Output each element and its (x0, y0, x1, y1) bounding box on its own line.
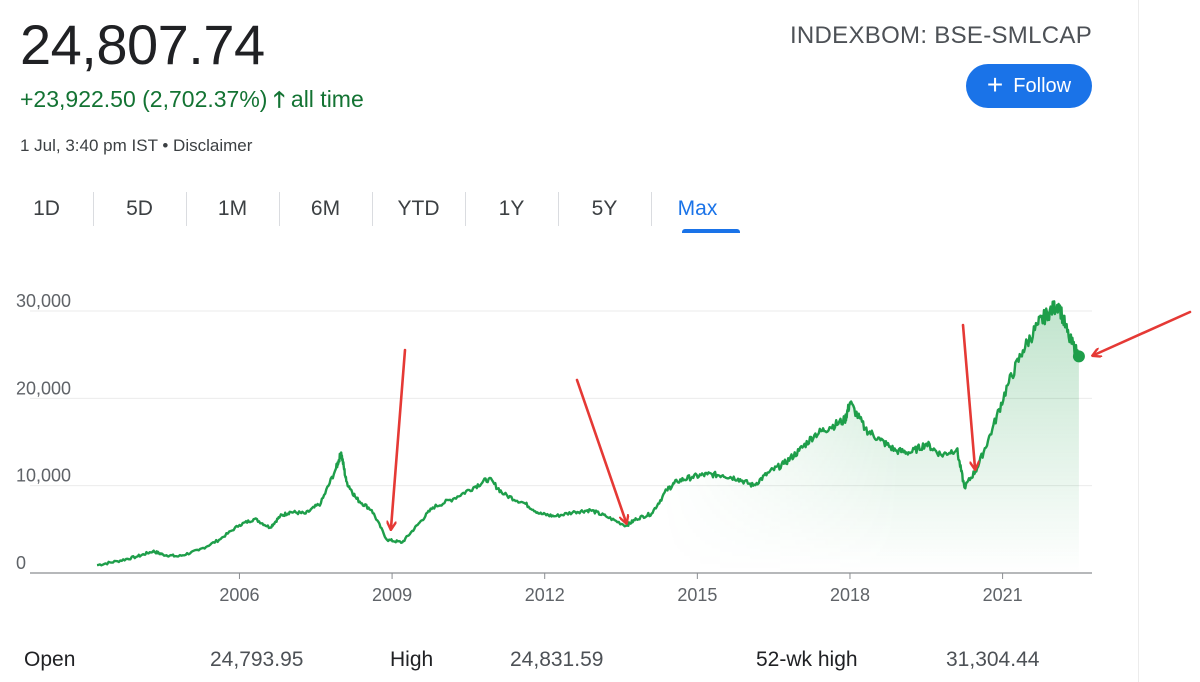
x-tick-label: 2021 (983, 585, 1023, 605)
current-price: 24,807.74 (20, 13, 265, 76)
tab-5d[interactable]: 5D (93, 190, 186, 234)
tab-ytd[interactable]: YTD (372, 190, 465, 234)
up-arrow-icon: 🡑 (273, 86, 285, 112)
tab-1y[interactable]: 1Y (465, 190, 558, 234)
annotation-arrow (1094, 310, 1192, 355)
price-change: +23,922.50 (2,702.37%) 🡑 all time (20, 86, 364, 113)
active-tab-indicator (682, 229, 740, 233)
timestamp-disclaimer[interactable]: 1 Jul, 3:40 pm IST • Disclaimer (20, 136, 253, 155)
annotation-arrow (391, 348, 407, 528)
high-label: High (390, 648, 434, 671)
price-chart[interactable]: 0 10,000 20,000 30,000 2006 2009 2012 2015 2018 2… (0, 250, 1200, 635)
x-tick-label: 2015 (677, 585, 717, 605)
area-fill (97, 301, 1079, 573)
y-tick-label: 30,000 (16, 291, 71, 311)
range-tabs: 1D 5D 1M 6M YTD 1Y 5Y Max (0, 190, 744, 234)
page-edge-divider (1138, 0, 1139, 682)
follow-label: Follow (1013, 74, 1072, 97)
x-tick-label: 2012 (525, 585, 565, 605)
tab-6m[interactable]: 6M (279, 190, 372, 234)
ticker-symbol: INDEXBOM: BSE-SMLCAP (789, 22, 1092, 49)
current-price-dot (1072, 350, 1085, 363)
high-value: 24,831.59 (510, 648, 604, 671)
open-value: 24,793.95 (210, 648, 304, 671)
plus-icon: + (986, 68, 1004, 100)
x-tick-label: 2018 (830, 585, 870, 605)
tab-1m[interactable]: 1M (186, 190, 279, 234)
wk52-high-value: 31,304.44 (946, 648, 1040, 671)
x-tick-label: 2009 (372, 585, 412, 605)
wk52-high-label: 52-wk high (756, 648, 858, 671)
y-tick-label: 0 (16, 553, 26, 573)
open-label: Open (24, 648, 76, 671)
tab-max[interactable]: Max (651, 190, 744, 234)
tab-1d[interactable]: 1D (33, 197, 60, 220)
change-value: +23,922.50 (2,702.37%) (20, 86, 268, 112)
stats-row: Open 24,793.95 High 24,831.59 52-wk high… (0, 640, 1200, 680)
x-tick-label: 2006 (219, 585, 259, 605)
follow-button[interactable]: + Follow (966, 64, 1092, 108)
tab-5y[interactable]: 5Y (558, 190, 651, 234)
y-tick-label: 20,000 (16, 378, 71, 398)
y-tick-label: 10,000 (16, 466, 71, 486)
annotation-arrow (575, 378, 626, 522)
change-period: all time (290, 86, 364, 112)
annotation-arrow (961, 323, 975, 468)
price-line (96, 300, 1081, 567)
